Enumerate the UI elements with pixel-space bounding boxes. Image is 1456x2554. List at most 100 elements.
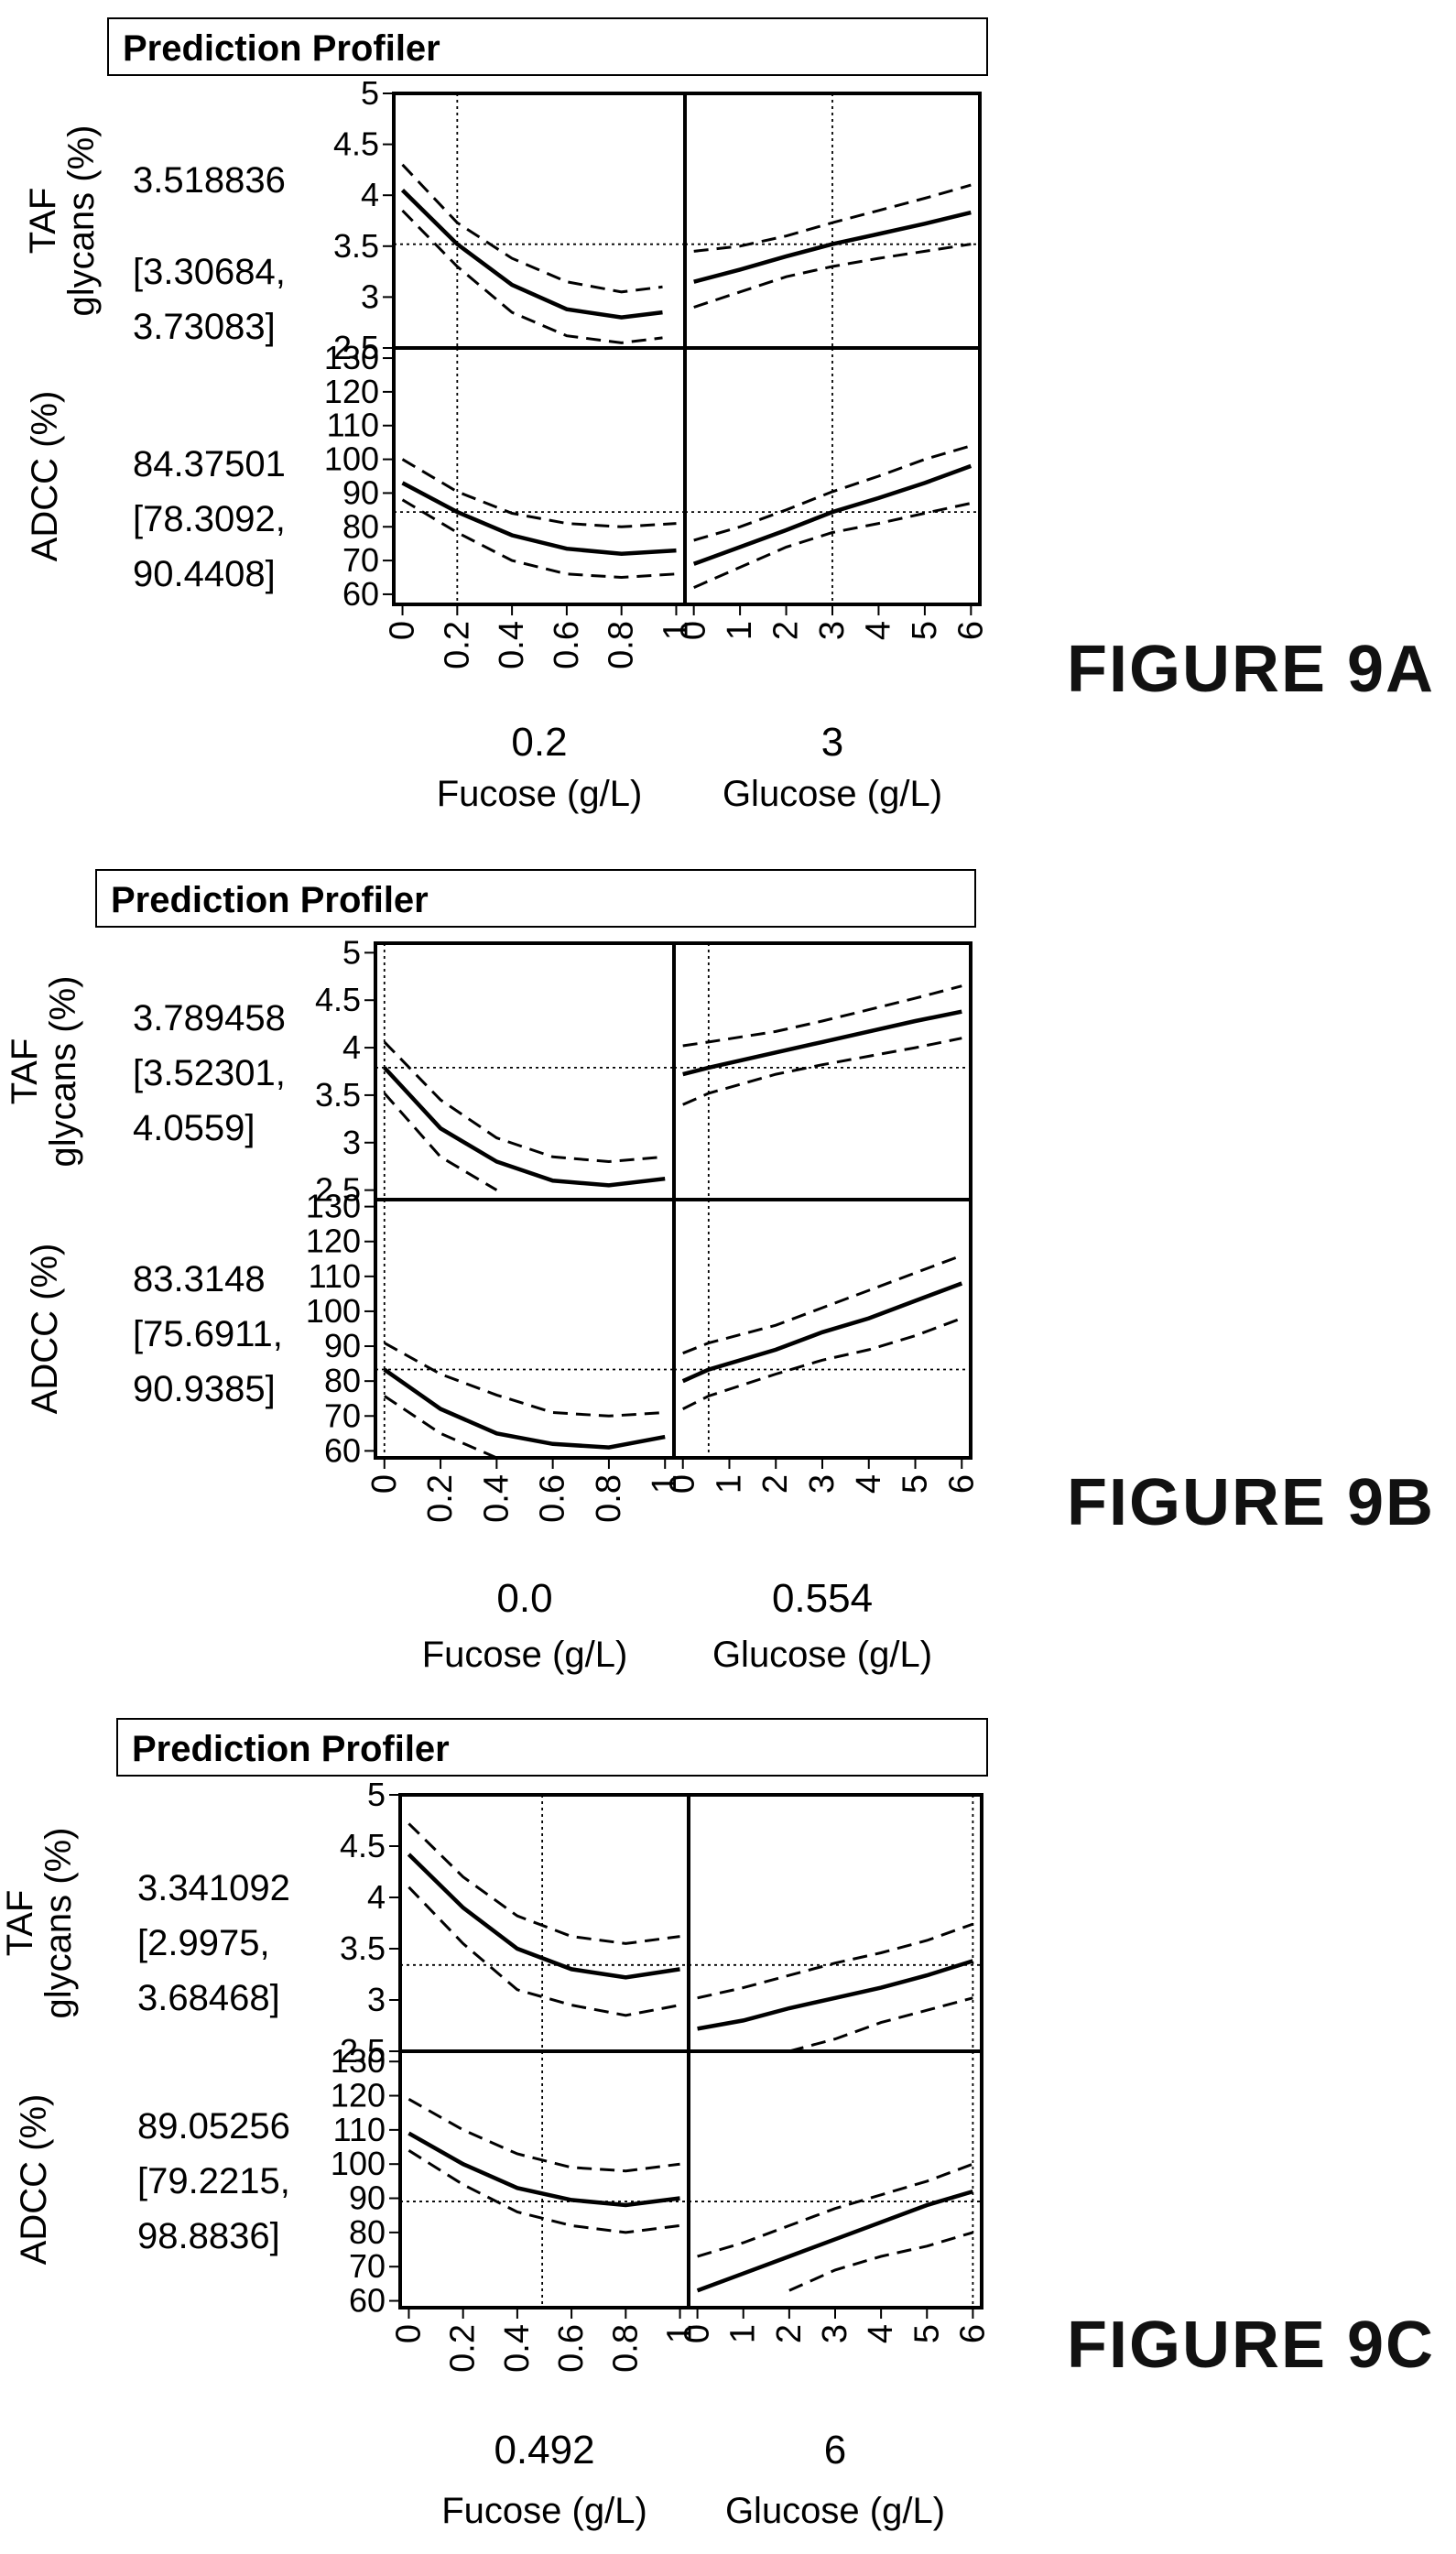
factor-axis-label: Fucose (g/L) (422, 1635, 628, 1675)
confidence-lower-curve (407, 2149, 680, 2234)
y-tick-label: 2.5 (333, 329, 379, 366)
y-tick-label: 2.5 (315, 1171, 361, 1209)
x-tick-label: 2 (770, 2324, 809, 2343)
prediction-curve (697, 1959, 974, 2031)
confidence-upper-curve (384, 1342, 666, 1418)
x-tick-label: 0.4 (477, 1474, 516, 1523)
x-tick-label: 0.4 (498, 2324, 537, 2373)
x-tick-label: 0 (365, 1474, 404, 1494)
profile-panel (400, 1795, 689, 2051)
confidence-lower-curve (693, 502, 972, 589)
profile-panel (685, 93, 980, 348)
response-predicted-value: 83.3148 (133, 1259, 266, 1299)
x-tick-label: 0.6 (534, 1474, 572, 1523)
profile-panel (394, 93, 685, 348)
response-axis-label: ADCC (%) (25, 1244, 65, 1415)
prediction-curve (401, 481, 677, 556)
factor-axis-label: Fucose (g/L) (441, 2491, 647, 2531)
response-predicted-value: [79.2215, (137, 2161, 290, 2201)
y-tick-label: 90 (342, 473, 379, 511)
response-predicted-value: 84.37501 (133, 444, 286, 484)
y-tick-label: 100 (306, 1292, 361, 1330)
profiler-header-box (95, 869, 976, 928)
factor-axis-label: Glucose (g/L) (725, 2491, 945, 2531)
response-axis-label: ADCC (%) (25, 391, 65, 562)
x-tick-label: 2 (756, 1474, 795, 1494)
response-predicted-value: 90.9385] (133, 1369, 276, 1409)
x-tick-label: 0 (675, 621, 713, 640)
x-tick-label: 1 (721, 621, 759, 640)
y-tick-label: 130 (331, 2042, 386, 2080)
x-tick-label: 5 (896, 1474, 935, 1494)
x-tick-label: 2 (767, 621, 806, 640)
x-tick-label: 6 (951, 621, 990, 640)
y-tick-label: 90 (349, 2179, 386, 2217)
x-tick-label: 0.8 (590, 1474, 628, 1523)
response-axis-label: TAF (0, 1890, 40, 1957)
confidence-lower-curve (383, 1092, 498, 1191)
y-tick-label: 3.5 (340, 1929, 386, 1967)
profile-panel (674, 1200, 971, 1458)
factor-current-value: 6 (824, 2428, 846, 2472)
response-predicted-value: 4.0559] (133, 1108, 255, 1148)
y-tick-label: 4.5 (333, 125, 379, 163)
prediction-curve (383, 1066, 666, 1188)
x-tick-label: 3 (813, 621, 852, 640)
x-tick-label: 0 (679, 2324, 717, 2343)
y-tick-label: 120 (306, 1223, 361, 1260)
y-tick-label: 80 (324, 1362, 361, 1399)
confidence-lower-curve (407, 1886, 680, 2017)
confidence-upper-curve (383, 1040, 666, 1164)
confidence-upper-curve (682, 984, 962, 1048)
figure-label-9c: FIGURE 9C (1067, 2309, 1436, 2382)
profile-panel (689, 1795, 982, 2051)
y-tick-label: 70 (324, 1397, 361, 1434)
profiler-header-title: Prediction Profiler (123, 28, 440, 69)
x-tick-label: 3 (816, 2324, 854, 2343)
response-predicted-value: 3.73083] (133, 307, 276, 347)
x-tick-label: 3 (803, 1474, 842, 1494)
x-tick-label: 0.2 (421, 1474, 460, 1523)
x-tick-label: 0.8 (606, 2324, 645, 2373)
response-axis-label: glycans (%) (38, 1828, 79, 2019)
y-tick-label: 60 (342, 575, 379, 613)
y-tick-label: 5 (342, 933, 361, 971)
y-tick-label: 3 (361, 277, 379, 315)
profile-panel (674, 943, 971, 1200)
x-tick-label: 4 (850, 1474, 888, 1494)
confidence-upper-curve (401, 458, 677, 528)
y-tick-label: 80 (349, 2213, 386, 2251)
response-predicted-value: 98.8836] (137, 2216, 280, 2256)
y-tick-label: 60 (324, 1431, 361, 1469)
y-tick-label: 100 (331, 2145, 386, 2182)
y-tick-label: 130 (324, 339, 379, 376)
x-tick-label: 0 (389, 2324, 428, 2343)
y-tick-label: 70 (342, 541, 379, 579)
profile-panel (375, 943, 674, 1200)
prediction-curve (407, 2131, 680, 2208)
response-predicted-value: 3.341092 (137, 1868, 290, 1908)
profile-panel (394, 348, 685, 604)
y-tick-label: 3 (367, 1981, 386, 2018)
profiler-header-box (116, 1718, 988, 1777)
factor-axis-label: Glucose (g/L) (723, 774, 942, 814)
confidence-upper-curve (693, 444, 972, 542)
response-predicted-value: 3.789458 (133, 998, 286, 1038)
response-predicted-value: 3.518836 (133, 160, 286, 201)
y-tick-label: 5 (361, 74, 379, 112)
x-tick-label: 0 (384, 621, 422, 640)
prediction-curve (696, 2189, 974, 2293)
confidence-upper-curve (697, 2162, 973, 2258)
response-predicted-value: 89.05256 (137, 2106, 290, 2146)
confidence-lower-curve (693, 243, 972, 309)
response-axis-label: ADCC (%) (14, 2094, 54, 2266)
y-tick-label: 3.5 (315, 1076, 361, 1114)
response-axis-label: glycans (%) (61, 125, 102, 317)
prediction-curve (407, 1853, 680, 1980)
factor-axis-label: Fucose (g/L) (437, 774, 643, 814)
prediction-curve (682, 1009, 962, 1077)
